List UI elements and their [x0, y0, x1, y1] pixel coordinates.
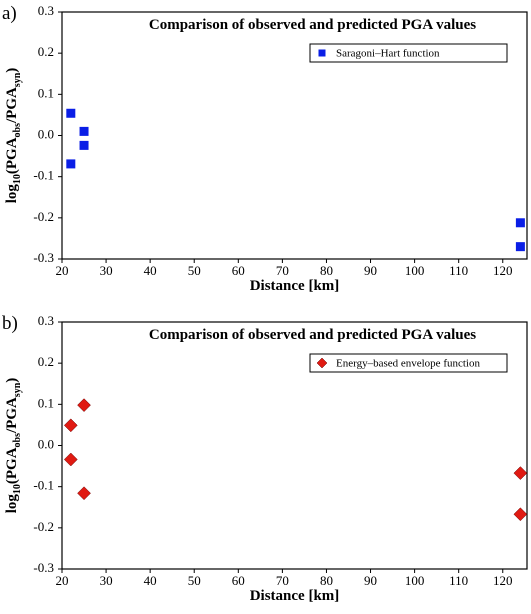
y-axis-label-part: 10: [12, 174, 23, 184]
x-tick-label: 50: [188, 263, 201, 278]
x-tick-label: 60: [232, 263, 245, 278]
legend-marker: [316, 357, 328, 369]
x-tick-label: 80: [320, 573, 333, 588]
point: [515, 218, 525, 228]
x-tick-label: 110: [449, 573, 468, 588]
x-tick-label: 20: [56, 573, 69, 588]
x-tick-label: 120: [493, 573, 513, 588]
y-axis-label-part: syn: [12, 382, 23, 397]
x-tick-label: 30: [100, 573, 113, 588]
point: [63, 418, 78, 433]
legend-box: [309, 353, 508, 373]
point: [515, 242, 525, 252]
x-tick-label: 120: [493, 263, 513, 278]
y-tick-label: 0.0: [38, 436, 54, 451]
point: [63, 452, 78, 467]
x-axis-label: Distance [km]: [250, 278, 340, 294]
y-axis-label-part: syn: [12, 72, 23, 87]
y-tick-label: -0.3: [33, 560, 54, 575]
y-axis-label-part: (PGA: [4, 447, 20, 484]
y-tick-label: 0.2: [38, 354, 54, 369]
y-axis-label-part: log: [4, 184, 20, 204]
point: [66, 108, 76, 118]
point: [77, 398, 91, 413]
panel-label: b): [2, 313, 18, 334]
y-axis-label-part: /PGA: [4, 87, 20, 124]
legend-label: Saragoni–Hart function: [336, 48, 440, 60]
x-tick-label: 100: [405, 263, 425, 278]
point: [79, 140, 89, 150]
y-tick-label: -0.1: [33, 478, 54, 493]
x-tick-label: 90: [364, 573, 377, 588]
x-tick-label: 110: [449, 263, 468, 278]
y-tick-label: -0.3: [33, 250, 54, 265]
y-axis-label-part: ): [4, 68, 20, 73]
x-tick-label: 80: [320, 263, 333, 278]
y-axis-label-part: log: [4, 494, 20, 514]
y-tick-label: -0.1: [33, 168, 54, 183]
x-tick-label: 40: [144, 573, 157, 588]
x-tick-label: 70: [276, 263, 289, 278]
x-tick-label: 30: [100, 263, 113, 278]
panel-label: a): [2, 3, 17, 24]
y-tick-label: 0.0: [38, 126, 54, 141]
point: [79, 126, 89, 136]
y-axis-label-part: ): [4, 378, 20, 383]
point: [77, 486, 91, 501]
x-tick-label: 70: [276, 573, 289, 588]
y-axis-label-part: 10: [12, 484, 23, 494]
legend-marker: [318, 49, 326, 57]
y-tick-label: 0.1: [38, 395, 54, 410]
x-tick-label: 40: [144, 263, 157, 278]
y-tick-label: -0.2: [33, 519, 54, 534]
y-axis-label-part: obs: [12, 433, 23, 448]
y-axis-label: log10(PGAobs/PGAsyn): [4, 68, 23, 204]
y-axis-label: log10(PGAobs/PGAsyn): [4, 378, 23, 514]
x-tick-label: 20: [56, 263, 69, 278]
point: [66, 159, 76, 169]
chart-title: Comparison of observed and predicted PGA…: [149, 327, 476, 343]
x-tick-label: 100: [405, 573, 425, 588]
y-tick-label: -0.2: [33, 209, 54, 224]
y-axis-label-part: (PGA: [4, 137, 20, 174]
x-axis-label: Distance [km]: [250, 588, 340, 604]
y-tick-label: 0.1: [38, 85, 54, 100]
x-tick-label: 60: [232, 573, 245, 588]
legend-box: [309, 43, 508, 63]
x-tick-label: 50: [188, 573, 201, 588]
chart-title: Comparison of observed and predicted PGA…: [149, 17, 476, 33]
y-tick-label: 0.3: [38, 313, 54, 328]
y-tick-label: 0.3: [38, 3, 54, 18]
y-axis-label-part: obs: [12, 123, 23, 138]
point: [513, 507, 528, 522]
point: [513, 466, 528, 480]
legend-label: Energy–based envelope function: [336, 358, 480, 370]
y-axis-label-part: /PGA: [4, 397, 20, 434]
x-tick-label: 90: [364, 263, 377, 278]
y-tick-label: 0.2: [38, 44, 54, 59]
